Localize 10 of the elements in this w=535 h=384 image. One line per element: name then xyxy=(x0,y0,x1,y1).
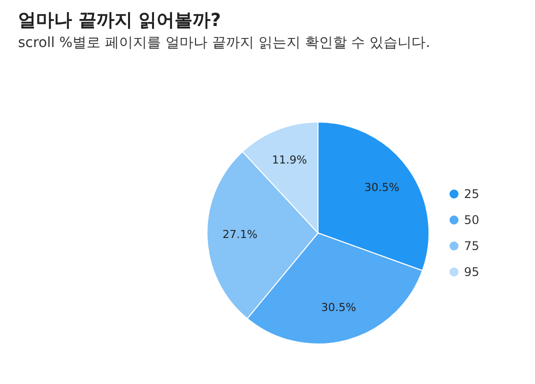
data-label: 30.5% xyxy=(321,301,356,314)
legend-label: 75 xyxy=(464,239,480,253)
data-label: 11.9% xyxy=(272,153,307,166)
legend-label: 25 xyxy=(464,187,480,201)
legend-label: 50 xyxy=(464,213,480,227)
data-label: 30.5% xyxy=(364,181,400,194)
legend-label: 95 xyxy=(464,265,480,279)
chart-title: 얼마나 끝까지 읽어볼까? xyxy=(18,10,221,31)
chart-subtitle: scroll %별로 페이지를 얼마나 끝까지 읽는지 확인할 수 있습니다. xyxy=(18,35,430,51)
data-label: 27.1% xyxy=(222,228,258,242)
